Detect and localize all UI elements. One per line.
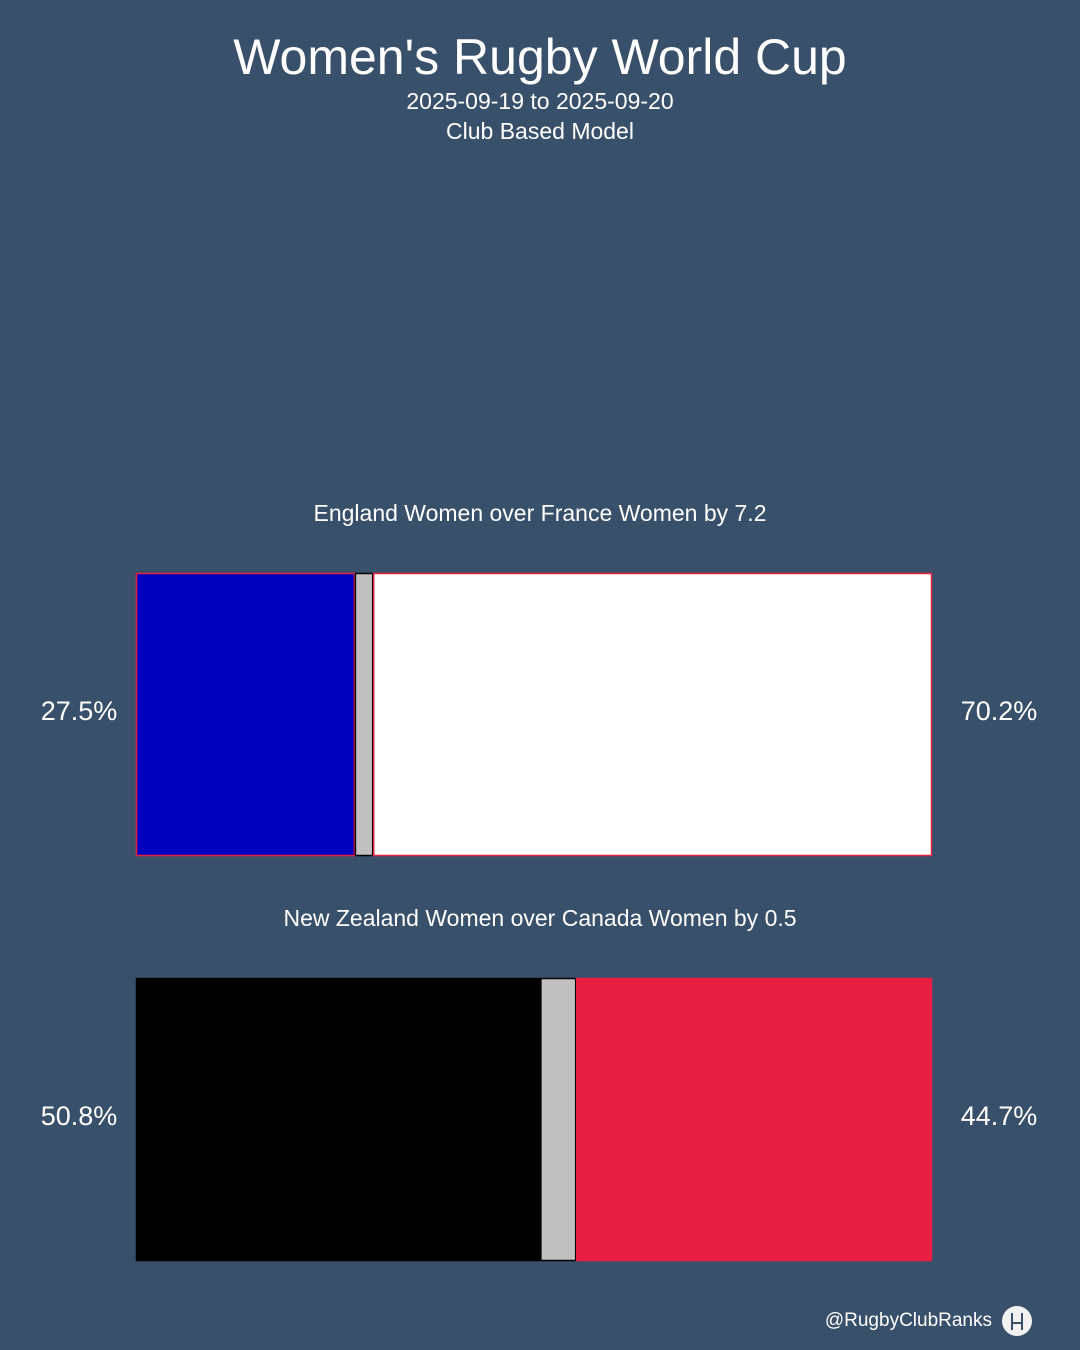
footer-handle: @RugbyClubRanks: [824, 1310, 992, 1331]
match-2-title: New Zealand Women over Canada Women by 0…: [283, 905, 797, 931]
footer: @RugbyClubRanks: [825, 1306, 1032, 1336]
chart-title: Women's Rugby World Cup: [233, 29, 847, 85]
header: Women's Rugby World Cup 2025-09-19 to 20…: [0, 28, 1080, 146]
match-1-left-pct: 27.5%: [40, 696, 118, 726]
match-2-right-pct: 44.7%: [960, 1101, 1038, 1131]
match-2-bar-new-zealand-women: [135, 977, 541, 1262]
match-1-bar-england-women: [372, 572, 933, 857]
match-1-title: England Women over France Women by 7.2: [313, 500, 767, 526]
match-2-bar-canada-women: [575, 977, 933, 1262]
match-2-left-pct: 50.8%: [40, 1101, 118, 1131]
match-1-bar-draw: [354, 572, 374, 857]
match-2-bar-draw: [540, 977, 577, 1262]
rugby-posts-icon: [1002, 1306, 1032, 1336]
match-1-bar-france-women: [135, 572, 356, 857]
match-1-right-pct: 70.2%: [960, 696, 1038, 726]
date-range: 2025-09-19 to 2025-09-20: [406, 88, 674, 114]
model-name: Club Based Model: [446, 118, 634, 144]
